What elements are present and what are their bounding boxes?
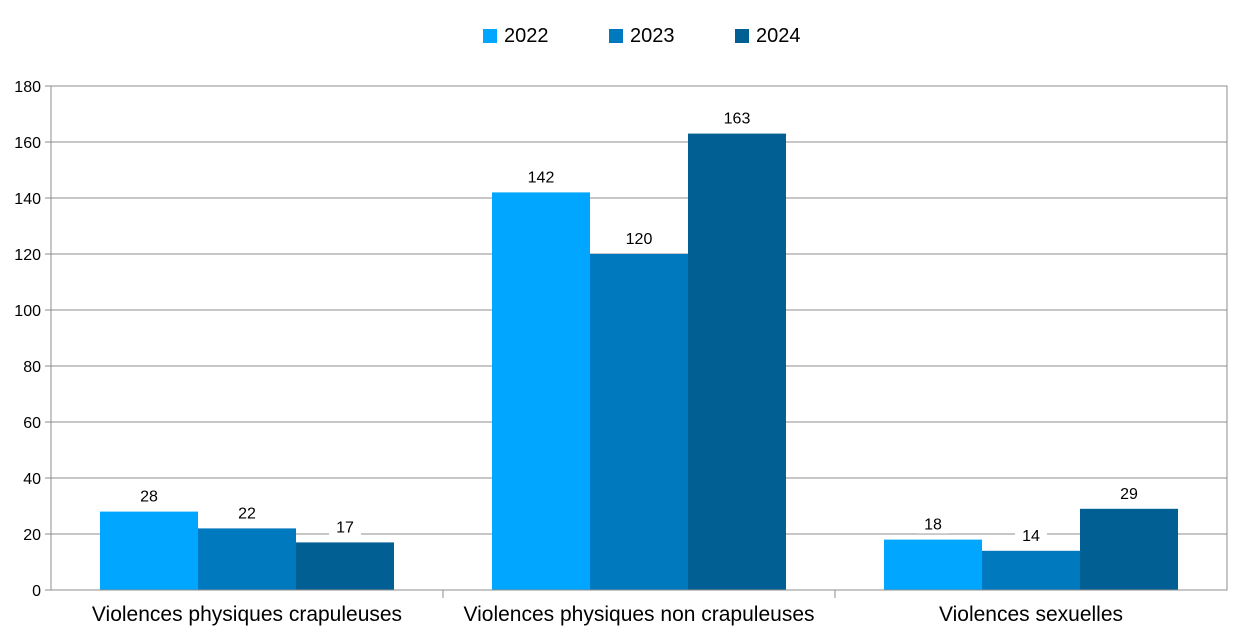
legend-label: 2023 — [630, 25, 675, 47]
legend-label: 2022 — [504, 25, 549, 47]
y-tick-label: 0 — [32, 583, 41, 600]
y-tick-label: 100 — [14, 303, 41, 320]
bar-2023 — [590, 254, 688, 590]
legend-swatch-2024 — [735, 29, 749, 43]
bar-2024 — [296, 542, 394, 590]
bar-2024 — [688, 133, 786, 590]
data-label: 28 — [140, 489, 158, 506]
data-label: 14 — [1022, 528, 1040, 545]
y-tick-label: 40 — [23, 471, 41, 488]
data-label: 142 — [528, 169, 555, 186]
y-tick-label: 80 — [23, 359, 41, 376]
data-label-background — [623, 230, 655, 248]
data-label-background — [133, 487, 165, 506]
y-tick-label: 120 — [14, 247, 41, 264]
x-category-label: Violences physiques crapuleuses — [92, 603, 402, 626]
y-tick-label: 20 — [23, 527, 41, 544]
bar-2023 — [198, 528, 296, 590]
x-axis: Violences physiques crapuleuses Violences… — [51, 589, 1227, 626]
data-label-background — [329, 518, 361, 537]
data-label: 29 — [1120, 486, 1138, 503]
data-label-background — [525, 168, 557, 187]
bar-2022 — [100, 511, 198, 590]
y-tick-label: 60 — [23, 415, 41, 432]
bar-2022 — [884, 539, 982, 590]
bars: 28 22 17 142 120 163 18 14 29 — [100, 109, 1178, 590]
bar-2022 — [492, 192, 590, 590]
data-label: 22 — [238, 505, 256, 522]
y-axis: 0 20 40 60 80 100 120 140 160 180 — [14, 79, 52, 600]
y-tick-label: 140 — [14, 191, 41, 208]
legend-swatch-2023 — [609, 29, 623, 43]
bar-2023 — [982, 550, 1080, 590]
legend-label: 2024 — [756, 25, 801, 47]
data-label-background — [721, 109, 753, 128]
data-label: 120 — [626, 231, 653, 248]
x-category-label: Violences sexuelles — [939, 603, 1123, 626]
data-label: 17 — [336, 519, 354, 536]
y-tick-label: 180 — [14, 79, 41, 96]
data-label-background — [1113, 484, 1145, 503]
x-category-label: Violences physiques non crapuleuses — [463, 603, 814, 626]
y-tick-label: 160 — [14, 135, 41, 152]
data-label: 163 — [724, 111, 751, 128]
data-label-background — [231, 504, 263, 523]
legend-swatch-2022 — [483, 29, 497, 43]
bar-2024 — [1080, 508, 1178, 590]
data-label-background — [917, 515, 949, 534]
data-label: 18 — [924, 517, 942, 534]
chart-legend: 2022 2023 2024 — [483, 25, 801, 47]
data-label-background — [1015, 526, 1047, 545]
